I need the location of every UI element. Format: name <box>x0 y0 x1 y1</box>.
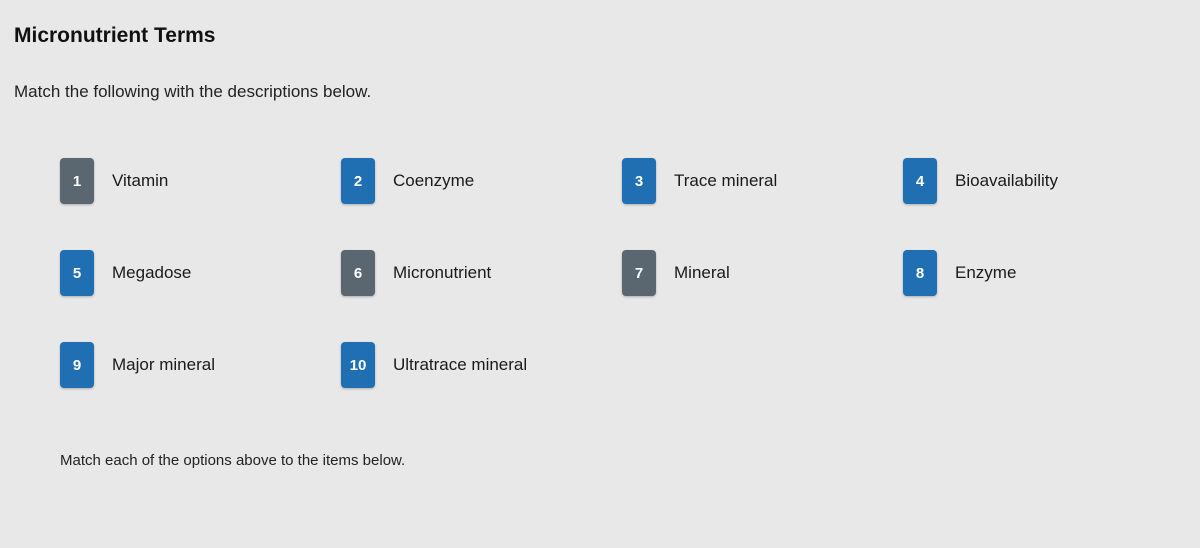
term-label: Major mineral <box>112 355 215 375</box>
page-title: Micronutrient Terms <box>14 24 1186 48</box>
term-badge[interactable]: 7 <box>622 250 656 296</box>
term-badge[interactable]: 10 <box>341 342 375 388</box>
term-label: Bioavailability <box>955 171 1058 191</box>
footer-instruction-text: Match each of the options above to the i… <box>14 452 1186 469</box>
term-label: Trace mineral <box>674 171 777 191</box>
page-root: Micronutrient Terms Match the following … <box>0 0 1200 548</box>
term-label: Vitamin <box>112 171 168 191</box>
term-item[interactable]: 2 Coenzyme <box>341 158 604 204</box>
instruction-text: Match the following with the description… <box>14 82 1186 102</box>
term-label: Coenzyme <box>393 171 474 191</box>
term-badge[interactable]: 6 <box>341 250 375 296</box>
term-item[interactable]: 9 Major mineral <box>60 342 323 388</box>
term-badge[interactable]: 2 <box>341 158 375 204</box>
term-label: Ultratrace mineral <box>393 355 527 375</box>
term-badge[interactable]: 3 <box>622 158 656 204</box>
term-label: Micronutrient <box>393 263 491 283</box>
term-item[interactable]: 6 Micronutrient <box>341 250 604 296</box>
term-badge[interactable]: 8 <box>903 250 937 296</box>
term-badge[interactable]: 5 <box>60 250 94 296</box>
term-item[interactable]: 7 Mineral <box>622 250 885 296</box>
term-badge[interactable]: 4 <box>903 158 937 204</box>
term-label: Mineral <box>674 263 730 283</box>
term-item[interactable]: 4 Bioavailability <box>903 158 1166 204</box>
term-item[interactable]: 5 Megadose <box>60 250 323 296</box>
terms-grid: 1 Vitamin 2 Coenzyme 3 Trace mineral 4 B… <box>14 158 1186 388</box>
term-item[interactable]: 1 Vitamin <box>60 158 323 204</box>
term-badge[interactable]: 1 <box>60 158 94 204</box>
term-badge[interactable]: 9 <box>60 342 94 388</box>
term-item[interactable]: 10 Ultratrace mineral <box>341 342 604 388</box>
term-label: Enzyme <box>955 263 1016 283</box>
term-item[interactable]: 8 Enzyme <box>903 250 1166 296</box>
term-label: Megadose <box>112 263 191 283</box>
term-item[interactable]: 3 Trace mineral <box>622 158 885 204</box>
